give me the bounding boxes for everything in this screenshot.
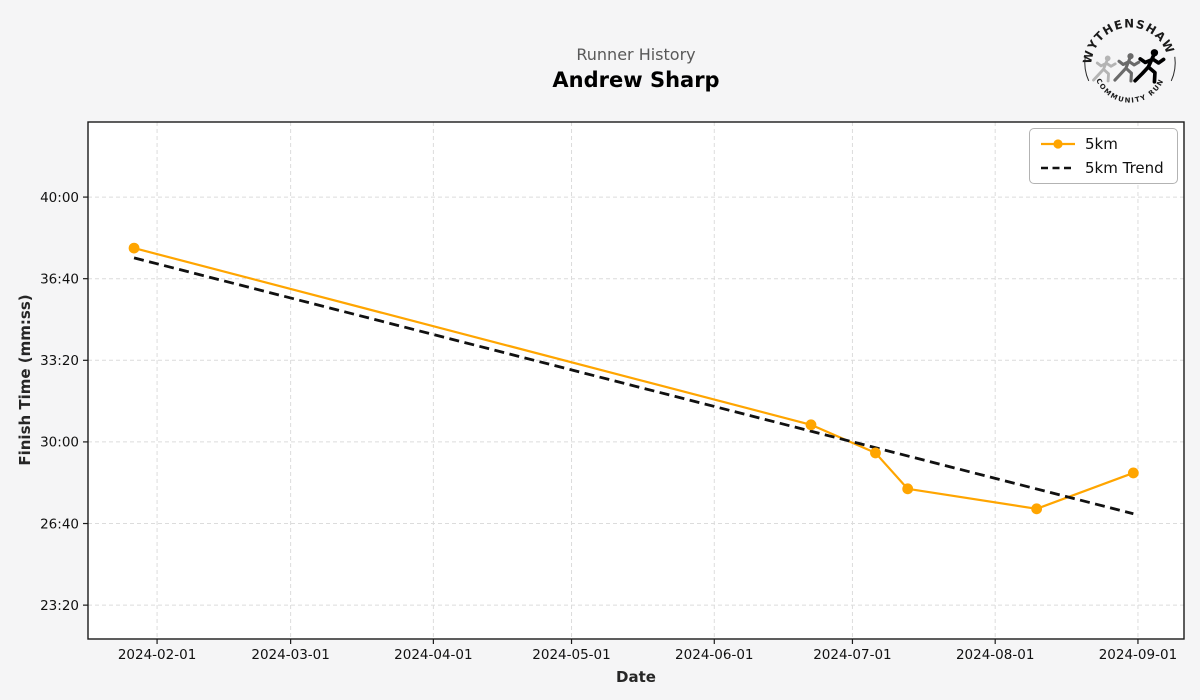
- runner-silhouette-middle: [1113, 53, 1141, 83]
- chart-title: Runner History: [576, 45, 696, 64]
- legend-item-5km: 5km: [1040, 133, 1169, 155]
- x-tick-label: 2024-04-01: [394, 647, 472, 663]
- data-point-marker: [1127, 467, 1139, 479]
- runner-silhouette-right: [1133, 49, 1166, 84]
- y-tick-label: 23:20: [40, 598, 79, 614]
- x-tick-label: 2024-08-01: [956, 647, 1034, 663]
- legend-swatch-5km: [1041, 139, 1075, 149]
- y-tick-label: 40:00: [40, 190, 79, 206]
- series-5km-trend-line: [133, 256, 1134, 516]
- legend-label-5km: 5km: [1085, 134, 1118, 153]
- wythenshawe-community-run-logo: WYTHENSHAWE COMMUNITY RUN: [1080, 16, 1176, 104]
- y-tick-label: 26:40: [40, 516, 79, 532]
- data-point-marker: [870, 447, 881, 459]
- badge-ring-left: [1084, 56, 1090, 82]
- runner-silhouette-left: [1092, 55, 1117, 83]
- runner-name-subtitle: Andrew Sharp: [552, 68, 720, 92]
- plot-border: [87, 121, 1185, 640]
- legend-label-5km-trend: 5km Trend: [1085, 159, 1164, 178]
- y-tick-label: 36:40: [40, 271, 79, 287]
- x-tick-label: 2024-03-01: [251, 647, 329, 663]
- y-tick-label: 33:20: [40, 353, 79, 369]
- legend: 5km 5km Trend: [1029, 128, 1178, 184]
- x-tick-label: 2024-07-01: [813, 647, 891, 663]
- data-point-marker: [1031, 503, 1043, 515]
- badge-ring-right: [1170, 56, 1176, 82]
- y-tick-label: 30:00: [40, 435, 79, 451]
- plot-area: [88, 122, 1184, 639]
- legend-swatch-5km-trend: [1041, 167, 1075, 170]
- x-tick-label: 2024-06-01: [675, 647, 753, 663]
- data-point-marker: [902, 483, 914, 495]
- legend-marker-0: [1053, 139, 1063, 149]
- x-axis-label: Date: [616, 668, 656, 686]
- y-axis-label: Finish Time (mm:ss): [16, 294, 34, 466]
- legend-item-5km-trend: 5km Trend: [1040, 158, 1169, 180]
- x-tick-label: 2024-09-01: [1099, 647, 1177, 663]
- data-point-marker: [805, 419, 817, 431]
- series-5km-line: [133, 247, 1134, 510]
- data-point-marker: [128, 242, 140, 254]
- x-tick-label: 2024-02-01: [118, 647, 196, 663]
- x-tick-label: 2024-05-01: [532, 647, 610, 663]
